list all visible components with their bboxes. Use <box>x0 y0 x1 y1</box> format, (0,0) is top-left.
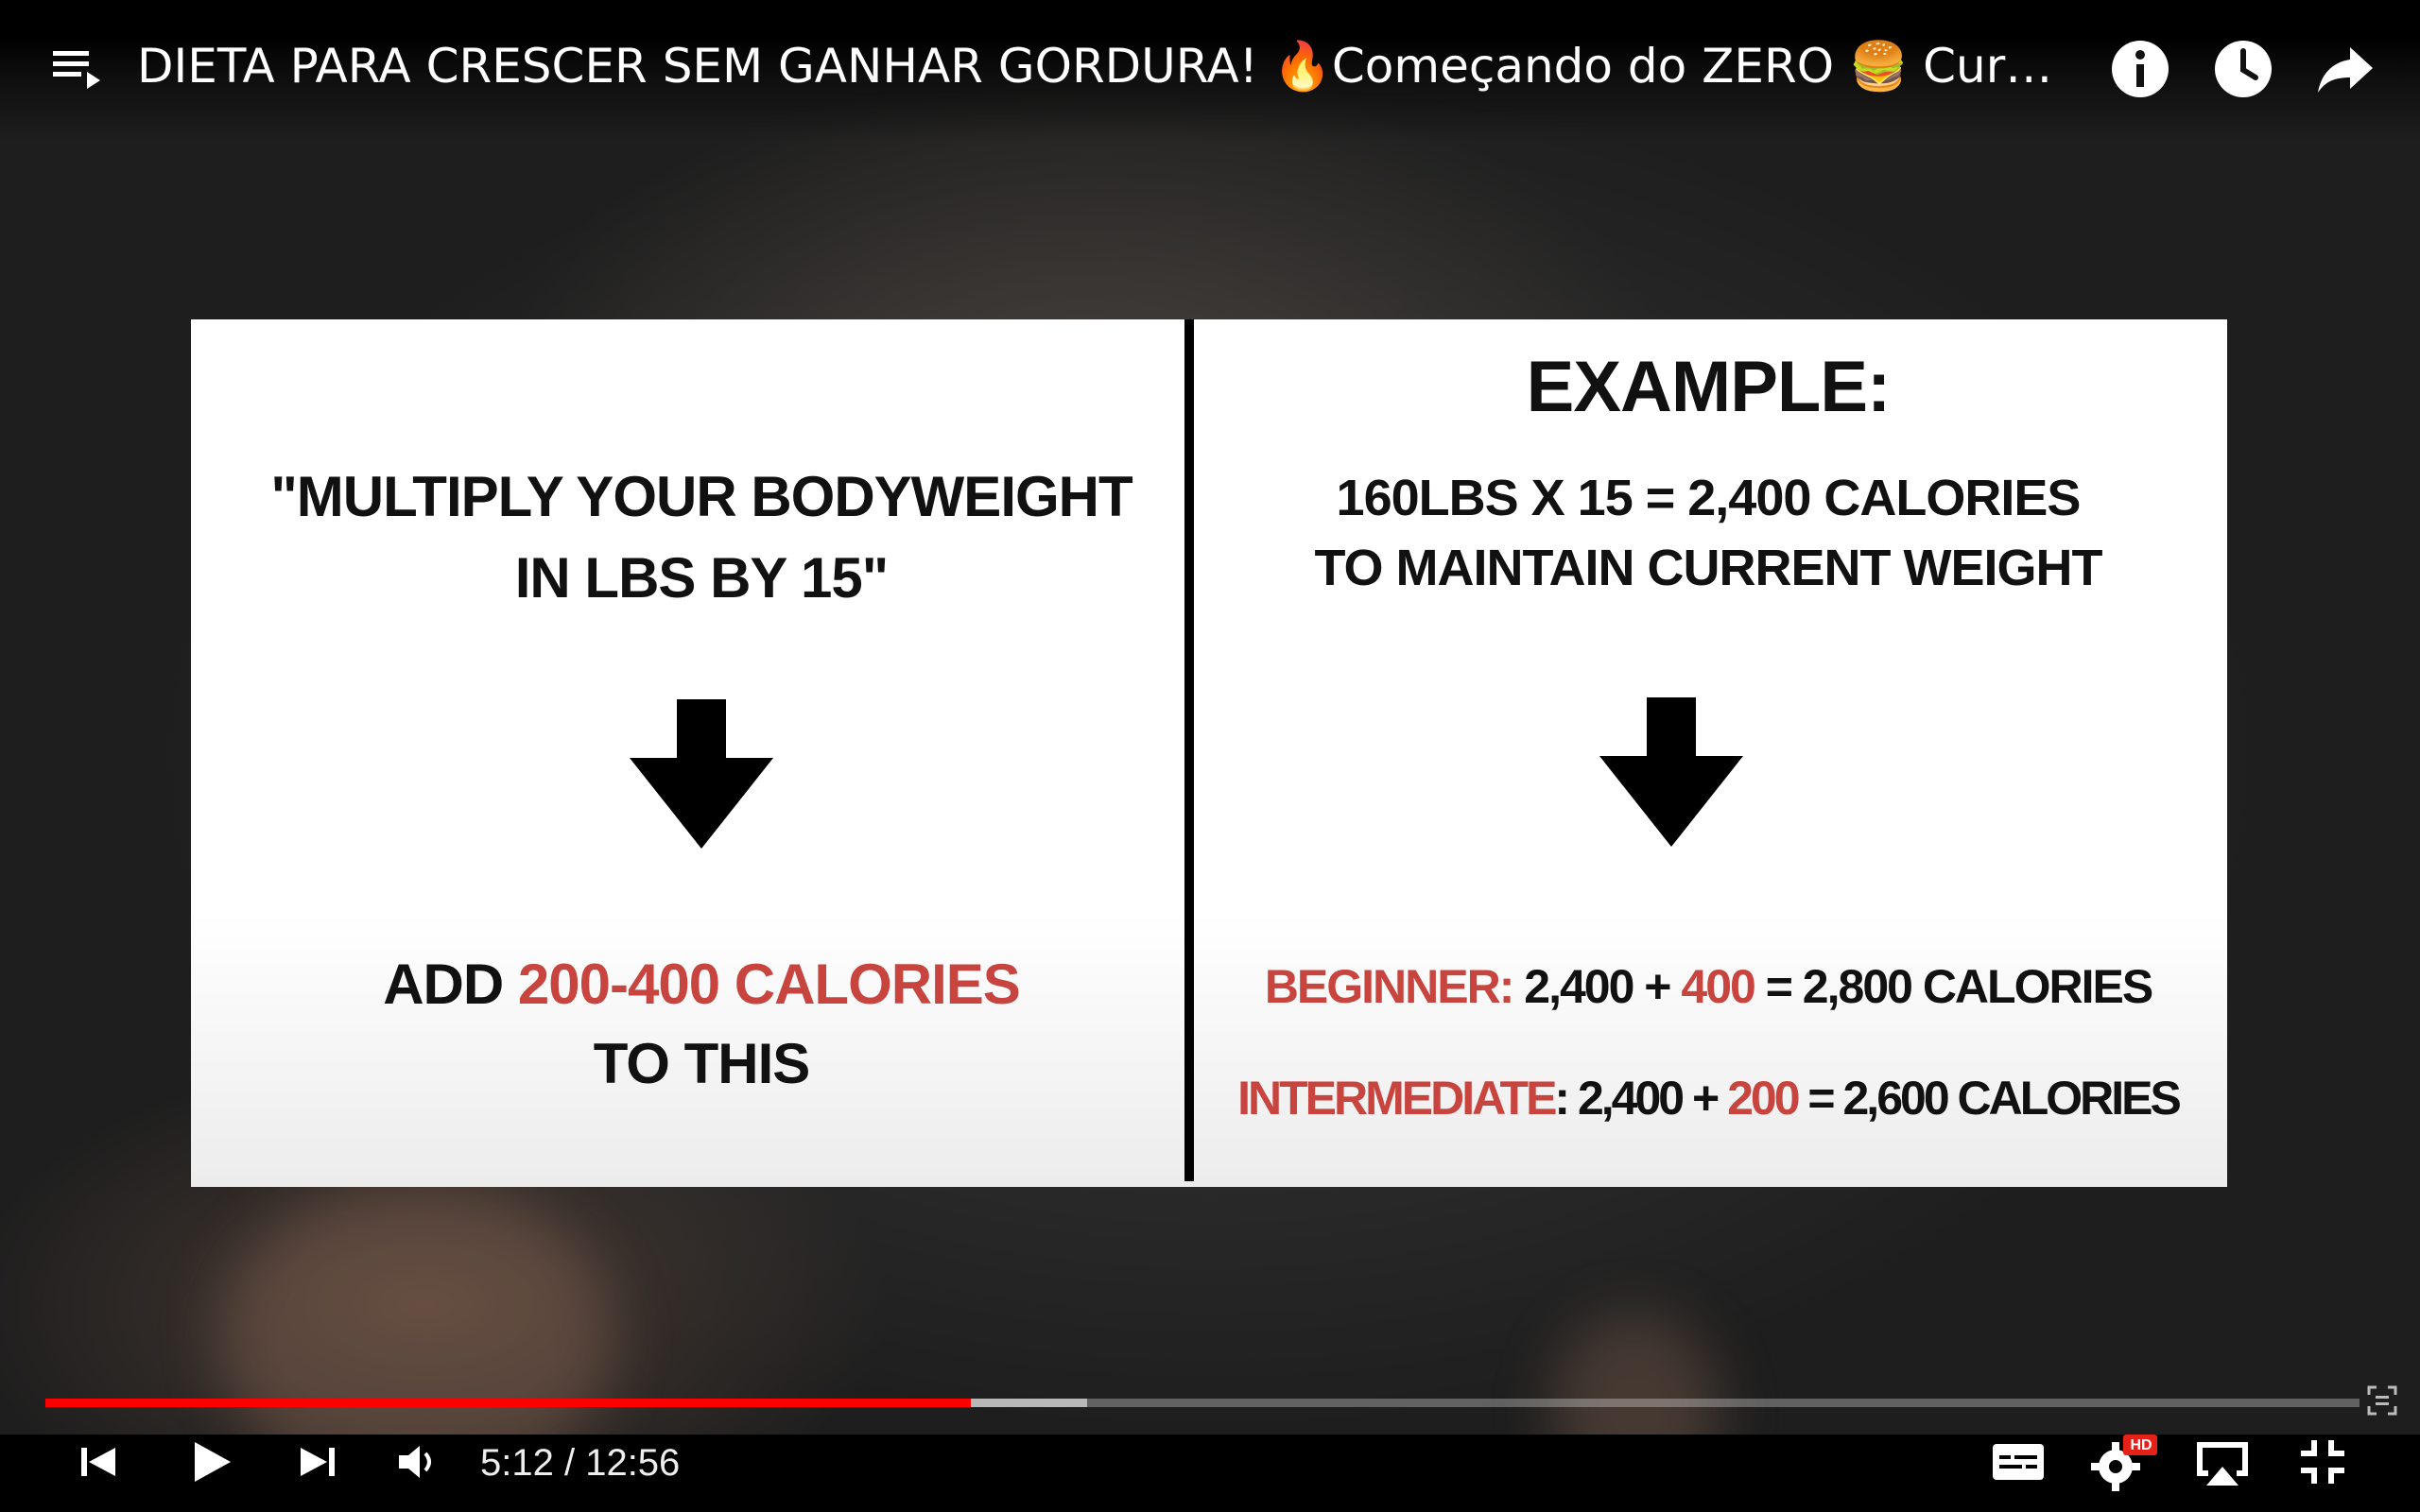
example-title: EXAMPLE: <box>1526 347 1892 427</box>
example-maintenance: 160LBS X 15 = 2,400 CALORIES TO MAINTAIN… <box>1314 470 2103 596</box>
hd-badge: HD <box>2130 1437 2152 1453</box>
add-calories-text: ADD 200-400 CALORIES TO THIS <box>383 953 1021 1095</box>
down-arrow-icon <box>1596 697 1747 849</box>
time-display: 5:12 / 12:56 <box>480 1442 681 1484</box>
slide-divider <box>1184 319 1194 1181</box>
progress-bar[interactable] <box>45 1399 2360 1407</box>
subtitles-icon[interactable] <box>1985 1429 2051 1495</box>
instruction-quote: "MULTIPLY YOUR BODYWEIGHT IN LBS BY 15" <box>270 465 1132 610</box>
watch-later-icon[interactable] <box>2210 36 2276 102</box>
control-bar <box>0 1435 2420 1512</box>
video-frame-slide: "MULTIPLY YOUR BODYWEIGHT IN LBS BY 15" … <box>191 319 2227 1187</box>
airplay-icon[interactable] <box>2189 1429 2256 1495</box>
beginner-example: BEGINNER: 2,400 + 400 = 2,800 CALORIES <box>1264 960 2153 1013</box>
settings-icon[interactable]: HD <box>2085 1429 2157 1495</box>
exit-fullscreen-icon[interactable] <box>2290 1429 2356 1495</box>
playlist-icon[interactable] <box>45 38 106 98</box>
previous-icon[interactable] <box>66 1429 132 1495</box>
play-icon[interactable] <box>178 1429 244 1495</box>
played-fill <box>45 1399 972 1407</box>
video-title[interactable]: DIETA PARA CRESCER SEM GANHAR GORDURA! 🔥… <box>137 39 2075 94</box>
volume-icon[interactable] <box>382 1429 448 1495</box>
scrubber-preview-icon[interactable] <box>2363 1382 2401 1419</box>
down-arrow-icon <box>626 699 777 850</box>
share-icon[interactable] <box>2312 36 2378 102</box>
intermediate-example: INTERMEDIATE: 2,400 + 200 = 2,600 CALORI… <box>1237 1072 2182 1125</box>
top-bar <box>0 0 2420 142</box>
info-icon[interactable] <box>2107 36 2173 102</box>
next-icon[interactable] <box>285 1429 352 1495</box>
